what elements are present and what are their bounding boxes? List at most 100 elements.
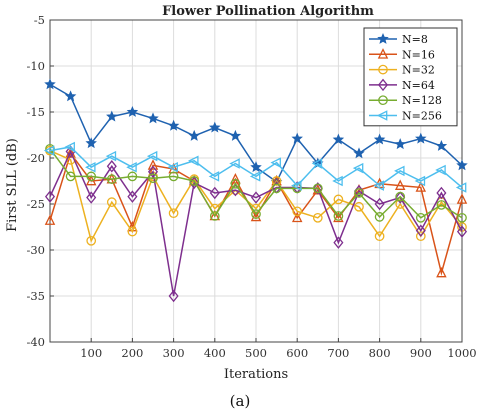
data-point: [85, 161, 96, 173]
data-point: [44, 214, 56, 225]
data-point: [146, 150, 158, 162]
data-point: [168, 289, 179, 303]
data-point: [188, 129, 200, 141]
x-tick-label: 400: [204, 346, 226, 360]
data-point: [292, 206, 303, 217]
legend-marker: [378, 64, 388, 75]
data-point: [415, 212, 426, 223]
series-group: [43, 78, 468, 303]
data-point: [249, 171, 261, 182]
data-point: [86, 235, 97, 246]
data-point: [312, 212, 323, 223]
data-point: [311, 158, 323, 169]
data-point: [354, 188, 364, 198]
data-point: [352, 162, 364, 174]
y-tick-label: -15: [26, 105, 45, 119]
series-n256: [43, 141, 467, 193]
data-point: [106, 174, 117, 185]
data-point: [456, 159, 468, 171]
data-point: [127, 226, 138, 237]
data-point: [291, 132, 303, 144]
data-point: [374, 231, 385, 242]
legend-label: N=16: [402, 48, 435, 61]
data-point: [374, 197, 385, 211]
x-tick-label: 900: [410, 346, 432, 360]
legend-item-n8: N=8: [369, 32, 428, 46]
data-point: [415, 181, 427, 192]
legend: N=8 N=16 N=32 N=64 N=128 N=256: [363, 27, 458, 127]
data-point: [168, 208, 179, 219]
x-tick-label: 300: [163, 346, 185, 360]
data-point: [354, 201, 364, 212]
data-point: [394, 179, 406, 190]
data-point: [414, 175, 426, 187]
data-point: [271, 183, 282, 194]
series-line-n16: [49, 151, 463, 276]
legend-marker: [377, 32, 389, 44]
data-point: [394, 165, 405, 177]
data-point: [106, 110, 118, 122]
legend-label: N=8: [402, 33, 428, 46]
data-point: [270, 157, 281, 168]
data-point: [436, 186, 447, 200]
data-point: [127, 171, 138, 182]
data-point: [85, 137, 97, 149]
chart-title: Flower Pollination Algorithm: [162, 4, 374, 19]
data-point: [271, 176, 282, 186]
x-axis-label: Iterations: [224, 367, 288, 382]
x-tick-label: 700: [327, 346, 349, 360]
y-tick-label: -30: [26, 243, 45, 257]
data-point: [333, 211, 344, 223]
y-axis: -5 -10 -15 -20 -25 -30 -35 -40: [26, 13, 54, 349]
data-point: [208, 171, 220, 182]
data-point: [456, 225, 468, 238]
series-line-n32: [49, 149, 463, 243]
data-point: [373, 180, 384, 191]
legend-marker: [376, 110, 388, 121]
series-n128: [45, 143, 467, 223]
data-point: [251, 209, 261, 219]
legend-item-n128: N=128: [369, 94, 442, 107]
data-point: [435, 139, 448, 151]
x-tick-label: 100: [80, 346, 102, 360]
x-axis: 100 200 300 400 500 600 700 800 900 1000: [80, 338, 477, 360]
data-point: [291, 180, 302, 191]
figure-caption: (a): [229, 392, 251, 410]
legend-item-n256: N=256: [369, 110, 442, 123]
data-point: [456, 193, 468, 204]
data-point: [415, 132, 427, 144]
series-line-n64: [49, 149, 463, 297]
data-point: [43, 145, 55, 156]
data-point: [147, 159, 159, 170]
legend-label: N=256: [402, 110, 442, 123]
data-point: [209, 211, 220, 221]
data-point: [455, 182, 467, 193]
data-point: [44, 190, 56, 203]
data-point: [106, 197, 117, 208]
data-point: [312, 182, 323, 195]
data-point: [168, 171, 179, 182]
data-point: [436, 200, 447, 210]
data-point: [353, 147, 365, 159]
data-point: [333, 211, 344, 221]
data-point: [167, 119, 180, 131]
data-point: [189, 176, 200, 186]
series-line-n256: [49, 146, 463, 189]
data-point: [395, 191, 406, 204]
legend-marker: [377, 48, 389, 59]
legend-item-n32: N=32: [369, 64, 435, 77]
legend-marker: [377, 78, 389, 92]
data-point: [250, 161, 262, 173]
data-point: [147, 165, 159, 179]
data-point: [86, 191, 97, 204]
data-point: [64, 141, 75, 153]
legend-marker: [378, 95, 388, 106]
data-point: [435, 164, 446, 176]
legend-label: N=64: [402, 79, 435, 92]
x-tick-label: 500: [245, 346, 267, 360]
data-point: [394, 138, 406, 150]
legend-label: N=128: [402, 94, 442, 107]
data-point: [209, 186, 220, 200]
data-point: [415, 224, 426, 237]
